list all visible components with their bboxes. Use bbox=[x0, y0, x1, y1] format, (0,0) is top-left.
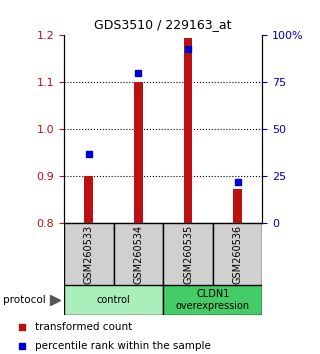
Bar bbox=[213, 223, 262, 285]
Bar bbox=[64, 223, 114, 285]
Bar bbox=[233, 189, 242, 223]
Text: transformed count: transformed count bbox=[35, 321, 132, 332]
Text: control: control bbox=[97, 295, 131, 305]
Text: GSM260536: GSM260536 bbox=[233, 224, 243, 284]
Text: percentile rank within the sample: percentile rank within the sample bbox=[35, 341, 211, 351]
Text: GSM260534: GSM260534 bbox=[133, 224, 143, 284]
Text: GSM260535: GSM260535 bbox=[183, 224, 193, 284]
Text: protocol: protocol bbox=[3, 295, 46, 305]
Text: CLDN1
overexpression: CLDN1 overexpression bbox=[176, 289, 250, 311]
Bar bbox=[163, 223, 213, 285]
Bar bbox=[184, 38, 192, 223]
Title: GDS3510 / 229163_at: GDS3510 / 229163_at bbox=[94, 18, 232, 32]
Bar bbox=[114, 223, 163, 285]
Text: GSM260533: GSM260533 bbox=[84, 224, 94, 284]
Bar bbox=[134, 82, 143, 223]
Bar bbox=[163, 285, 262, 315]
Bar bbox=[64, 285, 163, 315]
Bar bbox=[84, 176, 93, 223]
